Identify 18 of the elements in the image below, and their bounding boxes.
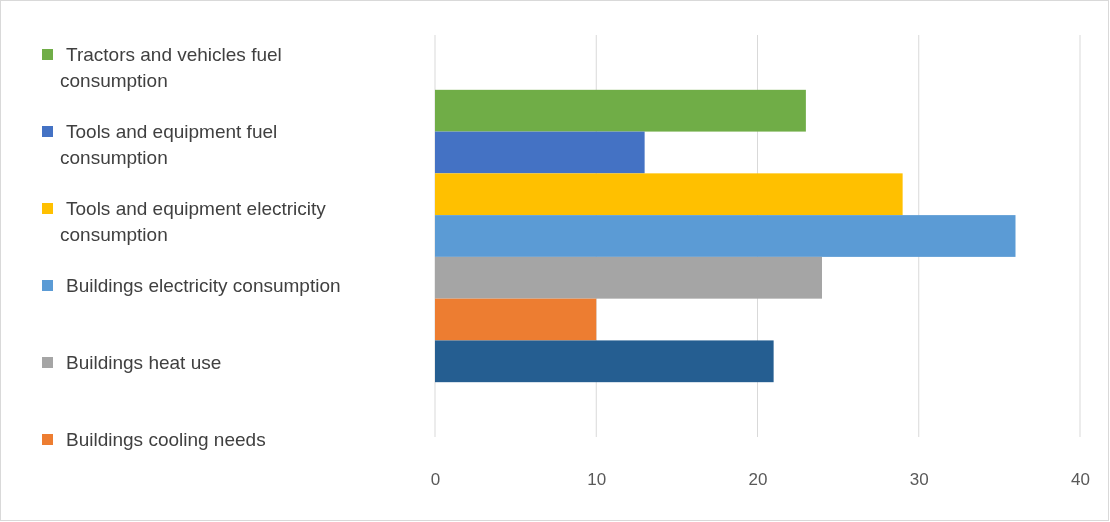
x-tick-label: 0 [430,470,441,490]
bar [435,173,903,216]
legend-label: Tools and equipment fuel consumption [60,121,278,168]
bar [435,215,1016,257]
legend-label: Tools and equipment electricity consumption [60,198,327,245]
x-tick-label: 40 [1071,470,1090,490]
bar [435,256,822,299]
legend-label: Tractors and vehicles fuel consumption [60,44,282,91]
x-tick-label: 30 [909,470,929,490]
x-tick-label: 20 [748,470,768,490]
bar [435,89,806,132]
bar [435,340,774,383]
bar [435,131,645,174]
bar [435,298,597,341]
legend-label: Buildings heat use [66,352,222,373]
legend-label: Buildings electricity consumption [66,275,341,296]
legend-label: Buildings cooling needs [66,429,266,450]
x-tick-label: 10 [587,470,607,490]
